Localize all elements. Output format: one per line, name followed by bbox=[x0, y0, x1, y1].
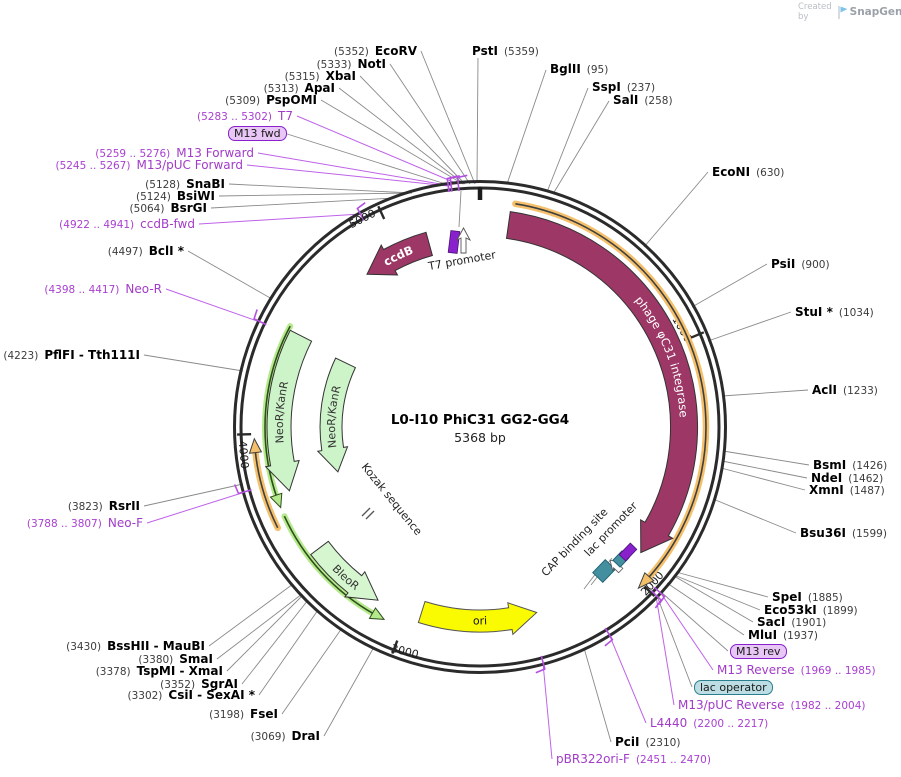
enzyme-label-spei[interactable]: SpeI (1885) bbox=[772, 590, 843, 604]
credit-brand: SnapGene bbox=[849, 6, 901, 18]
enzyme-label-pcii[interactable]: PciI (2310) bbox=[615, 735, 681, 749]
feature-bleor[interactable] bbox=[310, 540, 379, 601]
enzyme-label-bsiwi[interactable]: (5124) BsiWI bbox=[135, 189, 215, 203]
enzyme-label-pflfi-tth111i[interactable]: (4223) PflFI - Tth111I bbox=[3, 348, 140, 362]
enzyme-label-bsshii-maubi[interactable]: (3430) BssHII - MauBI bbox=[66, 639, 205, 653]
enzyme-label-smai[interactable]: (3380) SmaI bbox=[138, 652, 213, 666]
enzyme-label-sgrai[interactable]: (3352) SgrAI bbox=[160, 677, 238, 691]
label-ori: ori bbox=[473, 614, 487, 627]
leader-lines bbox=[143, 50, 810, 743]
primer-label-neo-r[interactable]: (4398 .. 4417) Neo-R bbox=[44, 282, 162, 296]
enzyme-label-bsmi[interactable]: BsmI (1426) bbox=[813, 458, 888, 472]
enzyme-label-tspmi-xmai[interactable]: (3378) TspMI - XmaI bbox=[95, 664, 223, 678]
feature-ori[interactable] bbox=[417, 600, 538, 636]
enzyme-label-drai[interactable]: (3069) DraI bbox=[250, 729, 320, 743]
enzyme-label-ecorv[interactable]: (5352) EcoRV bbox=[333, 44, 417, 58]
primer-leader-lines bbox=[146, 115, 714, 760]
primer-label-t7[interactable]: (5283 .. 5302) T7 bbox=[197, 109, 293, 123]
orf-arc-right[interactable] bbox=[512, 200, 710, 590]
enzyme-label-ndei[interactable]: NdeI (1462) bbox=[811, 471, 884, 485]
tag-m13-fwd[interactable]: M13 fwd bbox=[228, 126, 287, 141]
enzyme-label-fsei[interactable]: (3198) FseI bbox=[209, 707, 278, 721]
primer-label-m13-reverse[interactable]: M13 Reverse (1969 .. 1985) bbox=[717, 663, 876, 677]
transcript-arc-neor[interactable] bbox=[262, 323, 294, 509]
enzyme-label-acli[interactable]: AclI (1233) bbox=[812, 383, 878, 397]
enzyme-label-csii-sexai[interactable]: (3302) CsiI - SexAI * bbox=[127, 688, 255, 702]
primer-label-m13-puc-reverse[interactable]: M13/pUC Reverse (1982 .. 2004) bbox=[678, 698, 866, 712]
enzyme-label-apai[interactable]: (5313) ApaI bbox=[263, 81, 335, 95]
enzyme-label-snabi[interactable]: (5128) SnaBI bbox=[145, 177, 225, 191]
enzyme-label-pspomi[interactable]: (5309) PspOMI bbox=[225, 93, 317, 107]
primer-label-pbr322ori-f[interactable]: pBR322ori-F (2451 .. 2470) bbox=[556, 752, 711, 766]
feature-ccdb[interactable] bbox=[366, 231, 434, 276]
enzyme-label-bsrgi[interactable]: (5064) BsrGI bbox=[129, 201, 207, 215]
orf-arc-left[interactable] bbox=[248, 437, 281, 532]
tag-m13-rev[interactable]: M13 rev bbox=[730, 644, 787, 659]
feature-neor-kanr-outer[interactable] bbox=[264, 329, 313, 492]
enzyme-label-rsrii[interactable]: (3823) RsrII bbox=[67, 499, 140, 513]
scale-ticks bbox=[237, 205, 705, 655]
primer-label-neo-f[interactable]: (3788 .. 3807) Neo-F bbox=[26, 516, 143, 530]
enzyme-label-stui[interactable]: StuI * (1034) bbox=[795, 305, 874, 319]
enzyme-label-eco53ki[interactable]: Eco53kI (1899) bbox=[764, 603, 858, 617]
primer-label-l4440[interactable]: L4440 (2200 .. 2217) bbox=[650, 716, 769, 730]
credit-prefix: Created by bbox=[798, 2, 832, 22]
enzyme-label-bglii[interactable]: BglII (95) bbox=[550, 62, 609, 76]
enzyme-label-bcli[interactable]: (4497) BclI * bbox=[107, 244, 184, 258]
feature-neor-kanr-inner[interactable] bbox=[316, 357, 357, 473]
kozak-break-icon bbox=[361, 507, 375, 520]
plasmid-title: L0-I10 PhiC31 GG2-GG4 bbox=[390, 412, 570, 428]
enzyme-label-econi[interactable]: EcoNI (630) bbox=[712, 165, 785, 179]
plasmid-length: 5368 bp bbox=[454, 430, 506, 445]
enzyme-label-xmni[interactable]: XmnI (1487) bbox=[809, 483, 885, 497]
label-kozak-sequence: Kozak sequence bbox=[359, 461, 425, 538]
tag-lac-operator[interactable]: lac operator bbox=[694, 680, 773, 695]
enzyme-label-sali[interactable]: SalI (258) bbox=[613, 93, 673, 107]
primer-label-m13-puc-forward[interactable]: (5245 .. 5267) M13/pUC Forward bbox=[55, 158, 243, 172]
enzyme-label-mlui[interactable]: MluI (1937) bbox=[748, 628, 818, 642]
credit: Created by SnapGene bbox=[798, 2, 901, 22]
enzyme-label-psti[interactable]: PstI (5359) bbox=[472, 44, 539, 58]
enzyme-label-bsu36i[interactable]: Bsu36I (1599) bbox=[800, 526, 887, 540]
plasmid-title-block: L0-I10 PhiC31 GG2-GG4 5368 bp bbox=[330, 412, 630, 445]
enzyme-label-psii[interactable]: PsiI (900) bbox=[771, 257, 830, 271]
enzyme-label-noti[interactable]: (5333) NotI bbox=[316, 57, 386, 71]
enzyme-label-xbai[interactable]: (5315) XbaI bbox=[284, 69, 356, 83]
transcript-arc-bleor[interactable] bbox=[281, 513, 386, 620]
enzyme-label-saci[interactable]: SacI (1901) bbox=[757, 615, 827, 629]
feature-cap-binding-site[interactable] bbox=[592, 559, 616, 583]
primer-label-ccdb-fwd[interactable]: (4922 .. 4941) ccdB-fwd bbox=[59, 217, 195, 231]
primer-site-marks bbox=[233, 174, 666, 674]
feature-lac-promoter[interactable] bbox=[612, 542, 638, 568]
tick-label-4000: 4000 bbox=[236, 440, 251, 469]
feature-t7-promoter[interactable] bbox=[447, 227, 472, 254]
enzyme-label-sspi[interactable]: SspI (237) bbox=[592, 80, 656, 94]
feature-phage-phic31-integrase[interactable] bbox=[505, 211, 699, 554]
snapgene-flag-icon bbox=[838, 5, 847, 19]
primer-label-m13-forward[interactable]: (5259 .. 5276) M13 Forward bbox=[95, 146, 254, 160]
